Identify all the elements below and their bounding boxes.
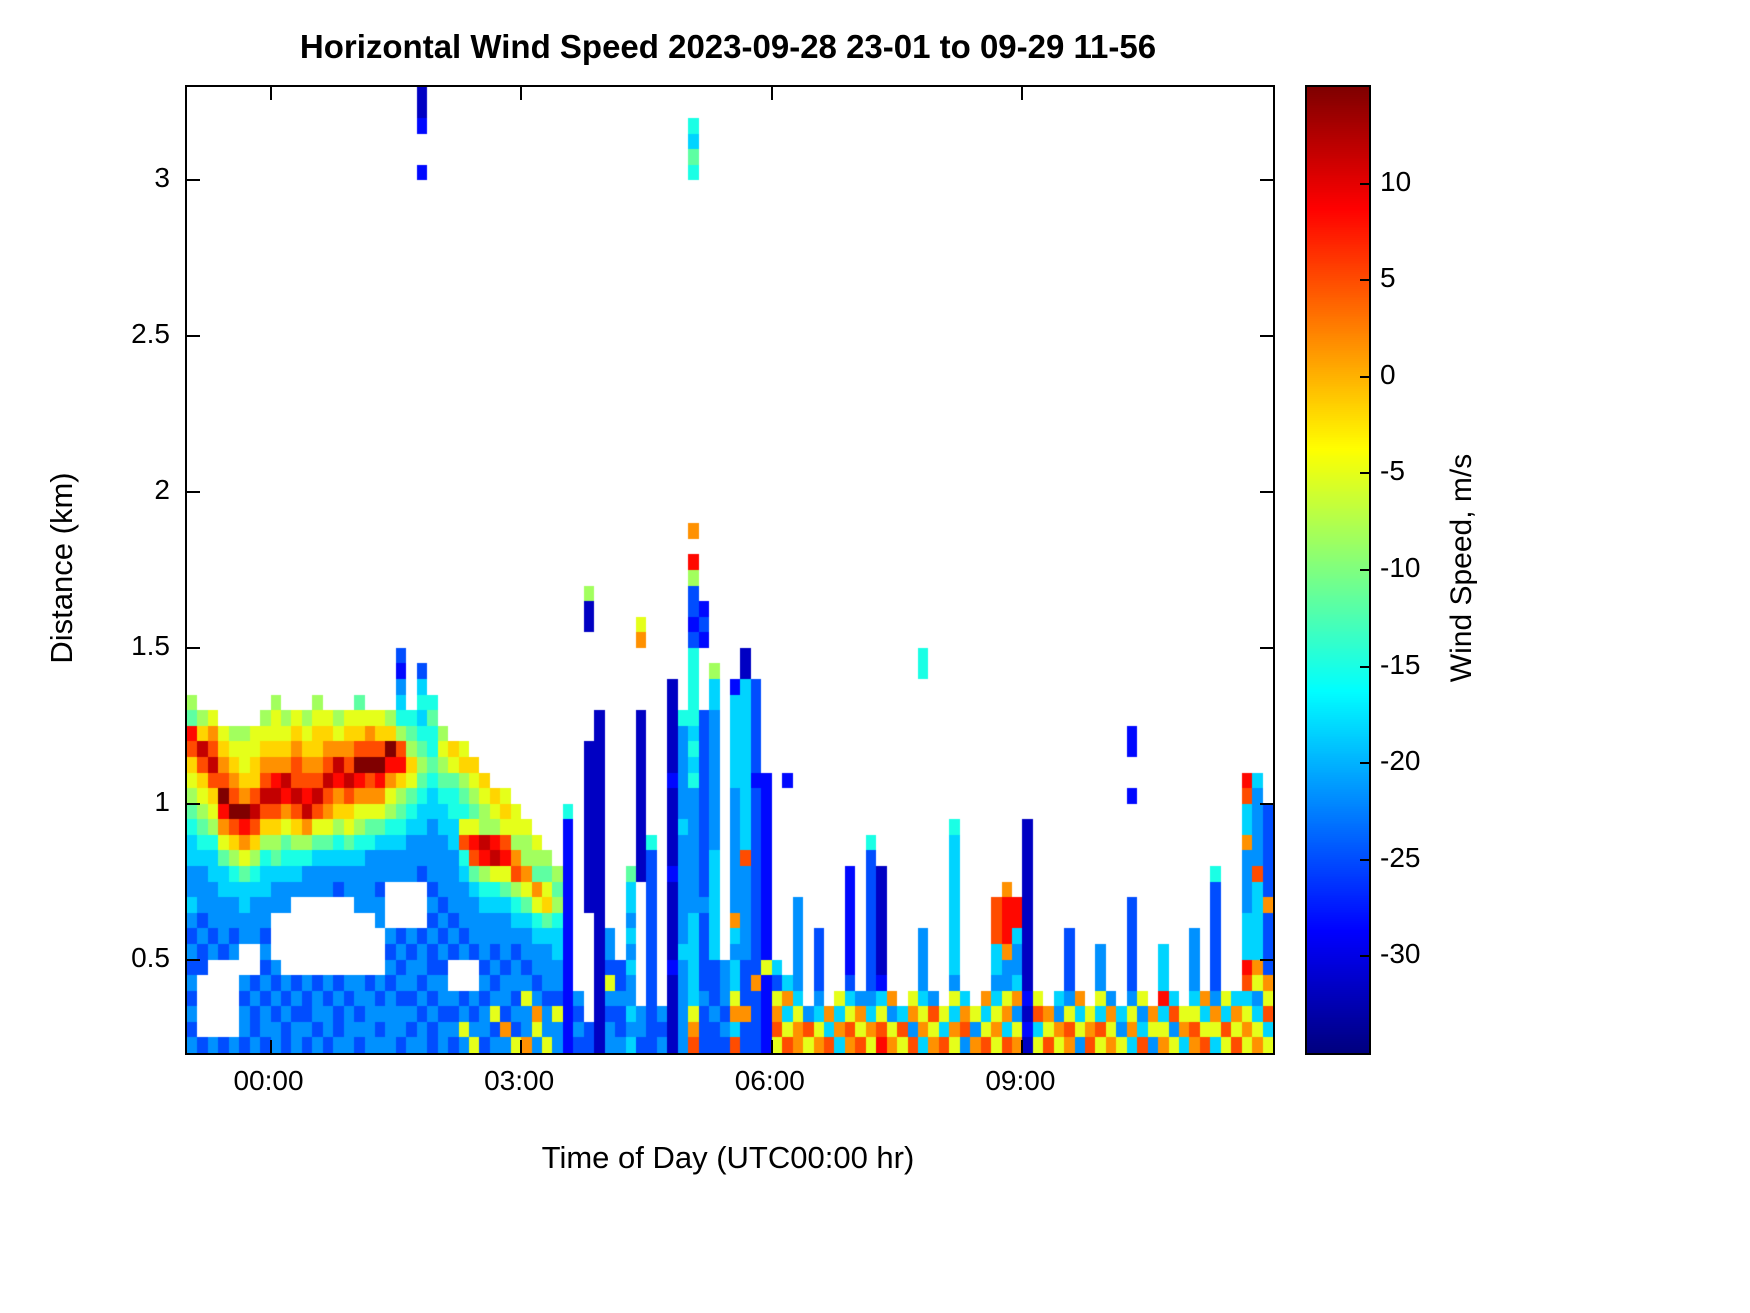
colorbar-tick-label: -25: [1380, 841, 1421, 873]
y-tick-mark-right: [1260, 491, 1273, 494]
colorbar-tick-mark: [1360, 569, 1369, 571]
figure-title: Horizontal Wind Speed 2023-09-28 23-01 t…: [299, 28, 1157, 65]
y-tick-mark: [187, 958, 200, 961]
colorbar-tick-mark: [1360, 955, 1369, 958]
y-tick-mark: [187, 802, 200, 805]
y-tick-mark-right: [1260, 958, 1273, 961]
x-tick-mark-top: [770, 87, 773, 100]
y-tick-mark: [187, 179, 200, 182]
x-tick-mark: [269, 1040, 272, 1053]
colorbar-tick-label: 0: [1380, 358, 1396, 390]
x-tick-mark-top: [1021, 87, 1024, 100]
colorbar-tick-label: -20: [1380, 745, 1421, 777]
x-tick-label: 09:00: [985, 1065, 1056, 1096]
x-tick-mark: [520, 1040, 523, 1053]
colorbar: [1305, 85, 1371, 1055]
colorbar-tick-mark: [1360, 279, 1369, 282]
x-tick-mark: [1021, 1040, 1024, 1053]
heatmap-canvas: [187, 87, 1273, 1053]
x-tick-label: 00:00: [233, 1065, 304, 1096]
y-tick-mark-right: [1260, 335, 1273, 338]
plot-area: [185, 85, 1275, 1055]
colorbar-tick-mark: [1360, 375, 1369, 378]
y-tick-label: 1.5: [131, 629, 170, 661]
colorbar-tick-mark: [1360, 182, 1369, 185]
colorbar-tick-label: 5: [1380, 262, 1396, 294]
x-tick-mark-top: [520, 87, 523, 100]
colorbar-tick-label: -30: [1380, 938, 1421, 970]
colorbar-tick-label: 10: [1380, 165, 1412, 197]
colorbar-canvas: [1307, 87, 1369, 1053]
colorbar-tick-label: -5: [1380, 455, 1405, 487]
colorbar-tick-mark: [1360, 858, 1369, 861]
x-tick-label: 06:00: [734, 1065, 805, 1096]
colorbar-tick-mark: [1360, 762, 1369, 765]
x-axis-label: Time of Day (UTC00:00 hr): [541, 1140, 915, 1175]
y-tick-mark-right: [1260, 802, 1273, 805]
colorbar-tick-mark: [1360, 665, 1369, 668]
y-tick-mark: [187, 491, 200, 494]
colorbar-tick-mark: [1360, 472, 1369, 475]
y-tick-label: 2.5: [131, 318, 170, 350]
colorbar-tick-label: -15: [1380, 648, 1421, 680]
y-tick-mark: [187, 335, 200, 338]
y-tick-label: 0.5: [131, 941, 170, 973]
y-tick-label: 1: [154, 785, 170, 817]
y-tick-mark-right: [1260, 179, 1273, 182]
y-tick-mark: [187, 646, 200, 649]
x-tick-mark-top: [269, 87, 272, 100]
y-tick-mark-right: [1260, 646, 1273, 649]
colorbar-tick-label: -10: [1380, 552, 1421, 583]
y-tick-label: 2: [154, 474, 170, 506]
x-tick-label: 03:00: [484, 1065, 555, 1096]
y-tick-label: 3: [154, 162, 170, 194]
x-tick-mark: [770, 1040, 773, 1053]
